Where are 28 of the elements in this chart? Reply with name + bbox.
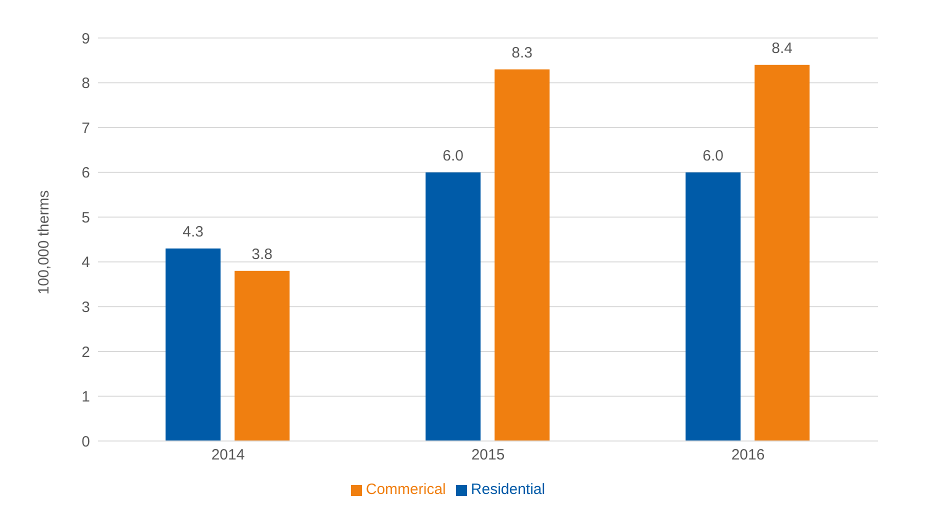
y-tick-label: 3 <box>82 298 90 316</box>
x-tick-label: 2016 <box>731 446 765 464</box>
data-label: 8.4 <box>772 40 793 57</box>
y-tick-label: 4 <box>82 254 90 272</box>
y-tick-label: 0 <box>82 433 90 450</box>
x-tick-label: 2014 <box>211 446 245 464</box>
y-tick-label: 8 <box>82 75 90 92</box>
bar <box>234 270 290 441</box>
data-label: 6.0 <box>442 147 464 164</box>
bar <box>494 69 550 441</box>
bar <box>686 172 741 441</box>
legend-label: Residential <box>470 481 546 498</box>
y-tick-label: 2 <box>82 344 90 361</box>
legend-label: Commerical <box>366 481 446 498</box>
y-tick-label: 5 <box>82 209 90 226</box>
bar <box>166 248 221 441</box>
x-tick-label: 2015 <box>471 446 505 464</box>
y-tick-label: 6 <box>82 164 90 182</box>
y-axis-title: 100,000 therms <box>35 190 52 294</box>
data-label: 4.3 <box>182 223 204 240</box>
data-label: 6.0 <box>702 147 724 164</box>
y-tick-label: 7 <box>82 120 90 137</box>
data-label: 8.3 <box>512 44 533 62</box>
bar <box>426 172 481 441</box>
y-tick-label: 9 <box>82 30 90 48</box>
data-label: 3.8 <box>252 246 273 263</box>
y-tick-label: 1 <box>82 388 90 406</box>
bar <box>754 64 810 441</box>
